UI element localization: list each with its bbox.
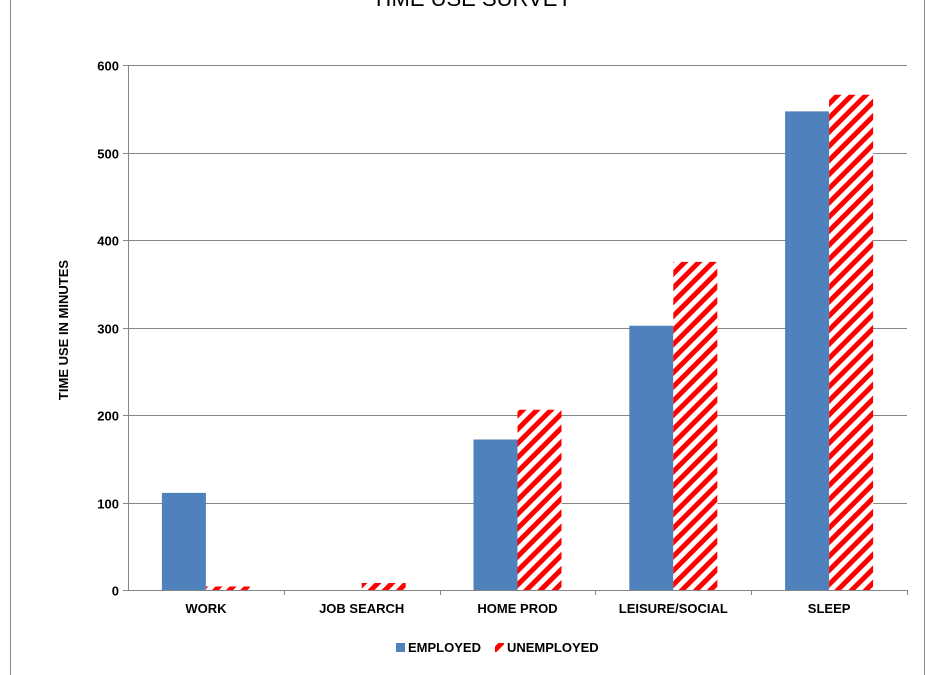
chart-frame: TIME USE SURVEY 0 100 200 300 400 500 600 WORK J… bbox=[10, 0, 925, 675]
y-tick-label: 200 bbox=[97, 409, 119, 424]
y-tick-label: 400 bbox=[97, 234, 119, 249]
y-tick-label: 600 bbox=[97, 59, 119, 74]
y-tick-label: 500 bbox=[97, 147, 119, 162]
x-tick-label: HOME PROD bbox=[477, 601, 557, 616]
y-tick-label: 300 bbox=[97, 322, 119, 337]
bar-employed-0 bbox=[161, 492, 206, 590]
bar-unemployed-3 bbox=[673, 261, 718, 590]
bars-layer bbox=[161, 94, 874, 590]
chart-title: TIME USE SURVEY bbox=[372, 0, 572, 11]
x-tick-label: SLEEP bbox=[808, 601, 851, 616]
bar-unemployed-1 bbox=[361, 583, 406, 590]
axis-layer: 0 100 200 300 400 500 600 WORK JOB SEARCH HOME PR… bbox=[97, 59, 908, 616]
legend-swatch-unemployed bbox=[494, 643, 504, 652]
bar-unemployed-0 bbox=[205, 586, 250, 590]
y-tick-label: 0 bbox=[112, 584, 119, 599]
x-tick-label: JOB SEARCH bbox=[319, 601, 404, 616]
bar-unemployed-4 bbox=[829, 94, 874, 590]
bar-unemployed-2 bbox=[517, 409, 562, 590]
y-axis-title: TIME USE IN MINUTES bbox=[56, 260, 71, 400]
legend-label-employed: EMPLOYED bbox=[408, 640, 481, 655]
legend-label-unemployed: UNEMPLOYED bbox=[507, 640, 599, 655]
bar-employed-3 bbox=[629, 325, 674, 590]
legend-swatch-employed bbox=[396, 643, 405, 652]
legend: EMPLOYED UNEMPLOYED bbox=[396, 640, 599, 655]
y-tick-label: 100 bbox=[97, 497, 119, 512]
x-tick-label: LEISURE/SOCIAL bbox=[619, 601, 728, 616]
bar-employed-4 bbox=[785, 111, 830, 590]
x-tick-label: WORK bbox=[185, 601, 227, 616]
chart-svg: TIME USE SURVEY 0 100 200 300 400 500 600 WORK J… bbox=[10, 0, 925, 675]
bar-employed-2 bbox=[473, 439, 518, 590]
